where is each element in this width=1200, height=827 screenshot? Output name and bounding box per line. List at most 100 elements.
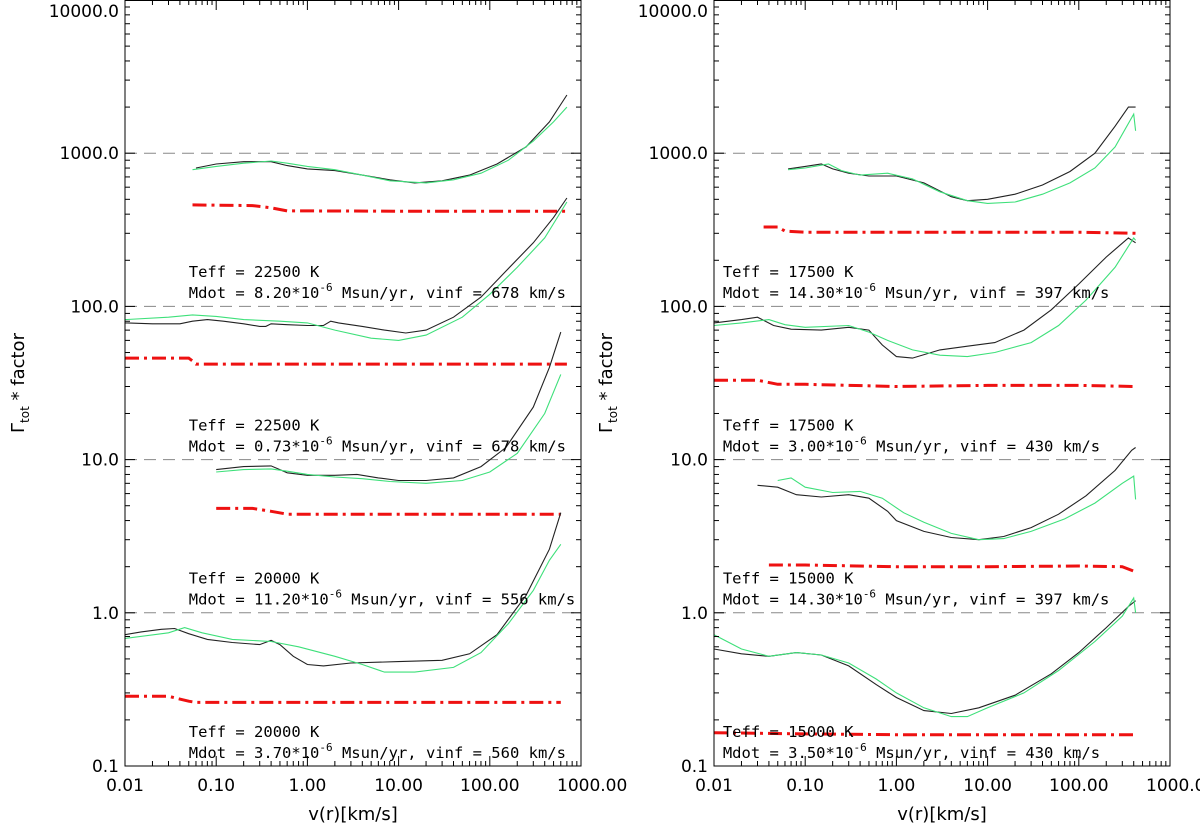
annotation-mdot-exponent: -6 [329,588,342,601]
annotation-mdot: Mdot = 14.30*10-6 Msun/yr, vinf = 397 km… [723,281,1110,302]
series-model-line [713,237,1136,359]
annotation-mdot-exponent: -6 [863,588,876,601]
annotation-mdot: Mdot = 11.20*10-6 Msun/yr, vinf = 556 km… [189,588,576,609]
x-tick-label: 0.01 [106,776,144,796]
x-tick-label: 1.00 [877,776,915,796]
x-tick-label: 100.00 [1049,776,1108,796]
y-axis-title-subscript: tot [18,406,32,423]
x-tick-label: 0.10 [786,776,824,796]
series-fit-line [124,543,562,673]
annotation-mdot-value: Mdot = 3.00*10 [723,437,854,455]
series-fit-line [777,475,1137,541]
y-tick-label: 1000.0 [649,144,708,164]
annotation-mdot: Mdot = 14.30*10-6 Msun/yr, vinf = 397 km… [723,588,1110,609]
annotation-mdot-exponent: -6 [863,281,876,294]
annotation-teff: Teff = 22500 K [189,416,320,434]
annotation-mdot-exponent: -6 [853,434,866,447]
plot-frame [124,0,582,767]
right-panel: 0.01 0.10 1.00 10.00 100.00 1000.00 0.1 1.0 10.0… [596,0,1200,825]
annotation-mdot-exponent: -6 [319,434,332,447]
annotation-mdot-value: Mdot = 14.30*10 [723,284,863,302]
series-factor-line [125,356,567,366]
annotation-mdot-value: Mdot = 11.20*10 [189,591,329,609]
annotation-teff: Teff = 20000 K [189,723,320,741]
series-fit-line [713,236,1137,358]
annotation-mdot-value: Mdot = 3.50*10 [723,744,854,762]
annotation-mdot-rest: Msun/yr, vinf = 397 km/s [876,591,1109,609]
annotation-teff: Teff = 20000 K [189,570,320,588]
x-tick-label: 10.00 [374,776,423,796]
series-factor-line [125,694,561,704]
annotation-mdot-rest: Msun/yr, vinf = 678 km/s [333,437,566,455]
x-tick-label: 10.00 [963,776,1012,796]
series-factor-line [763,225,1136,235]
series-factor-line [192,203,567,213]
annotation-mdot-rest: Msun/yr, vinf = 397 km/s [876,284,1109,302]
y-axis-title: Γtot * factor [8,332,32,433]
y-tick-label: 1.0 [681,604,708,624]
y-tick-label: 1.0 [92,604,119,624]
annotation-mdot-value: Mdot = 14.30*10 [723,591,863,609]
y-tick-label: 100.0 [70,297,119,317]
y-axis-title-rest: * factor [596,332,617,406]
annotation-mdot-rest: Msun/yr, vinf = 678 km/s [333,284,566,302]
x-axis-title: v(r)[km/s] [897,804,987,825]
annotation-mdot-value: Mdot = 3.70*10 [189,744,320,762]
annotation-mdot-value: Mdot = 8.20*10 [189,284,320,302]
series-model-line [788,106,1136,202]
annotation-mdot: Mdot = 3.00*10-6 Msun/yr, vinf = 430 km/… [723,434,1100,455]
annotation-mdot-value: Mdot = 0.73*10 [189,437,320,455]
series-fit-line [788,112,1137,204]
annotation-mdot-exponent: -6 [853,741,866,754]
y-tick-label: 1000.0 [60,144,119,164]
annotation-mdot-exponent: -6 [319,741,332,754]
annotation-teff: Teff = 15000 K [723,570,854,588]
series-model-line [124,512,562,667]
plot-frame [713,0,1171,767]
y-tick-label: 0.1 [92,757,119,777]
x-tick-label: 100.00 [460,776,519,796]
annotation-mdot-rest: Msun/yr, vinf = 556 km/s [342,591,575,609]
series-fit-line [713,596,1137,718]
series-factor-line [216,506,561,516]
series-model-line [757,447,1136,541]
x-axis-title: v(r)[km/s] [308,804,398,825]
series-model-line [216,331,562,482]
annotation-mdot: Mdot = 8.20*10-6 Msun/yr, vinf = 678 km/… [189,281,566,302]
series-fit-line [124,201,568,341]
y-axis-title-rest: * factor [8,332,29,406]
annotation-teff: Teff = 17500 K [723,416,854,434]
series-factor-line [713,731,1136,737]
x-tick-label: 0.10 [197,776,235,796]
x-tick-label: 1000.00 [557,776,627,796]
series-model-line [124,197,568,334]
x-tick-label: 1000.00 [1146,776,1200,796]
y-axis-title-symbol: Γ [596,423,617,433]
y-tick-label: 10000.0 [638,2,708,22]
annotation-teff: Teff = 17500 K [723,263,854,281]
y-tick-label: 10.0 [81,451,119,471]
annotation-teff: Teff = 22500 K [189,263,320,281]
y-tick-label: 10000.0 [49,2,119,22]
series-factor-line [714,378,1136,389]
series-fit-line [216,374,562,484]
series-model-line [195,94,568,184]
annotation-mdot-rest: Msun/yr, vinf = 430 km/s [867,744,1100,762]
y-tick-label: 100.0 [659,297,708,317]
y-axis-title-subscript: tot [606,406,620,423]
series-model-line [713,600,1136,715]
series-factor-line [768,563,1137,574]
x-tick-label: 1.00 [288,776,326,796]
y-tick-label: 10.0 [670,451,708,471]
y-axis-title-symbol: Γ [8,423,29,433]
annotation-mdot: Mdot = 3.50*10-6 Msun/yr, vinf = 430 km/… [723,741,1100,762]
annotation-mdot: Mdot = 3.70*10-6 Msun/yr, vinf = 560 km/… [189,741,566,762]
y-axis-title: Γtot * factor [596,332,620,433]
left-panel: 0.01 0.10 1.00 10.00 100.00 1000.00 0.1 1.0 10.0… [8,0,627,825]
x-tick-label: 0.01 [695,776,733,796]
annotation-mdot-rest: Msun/yr, vinf = 560 km/s [333,744,566,762]
annotation-mdot-rest: Msun/yr, vinf = 430 km/s [867,437,1100,455]
annotation-mdot: Mdot = 0.73*10-6 Msun/yr, vinf = 678 km/… [189,434,566,455]
annotation-teff: Teff = 15000 K [723,723,854,741]
